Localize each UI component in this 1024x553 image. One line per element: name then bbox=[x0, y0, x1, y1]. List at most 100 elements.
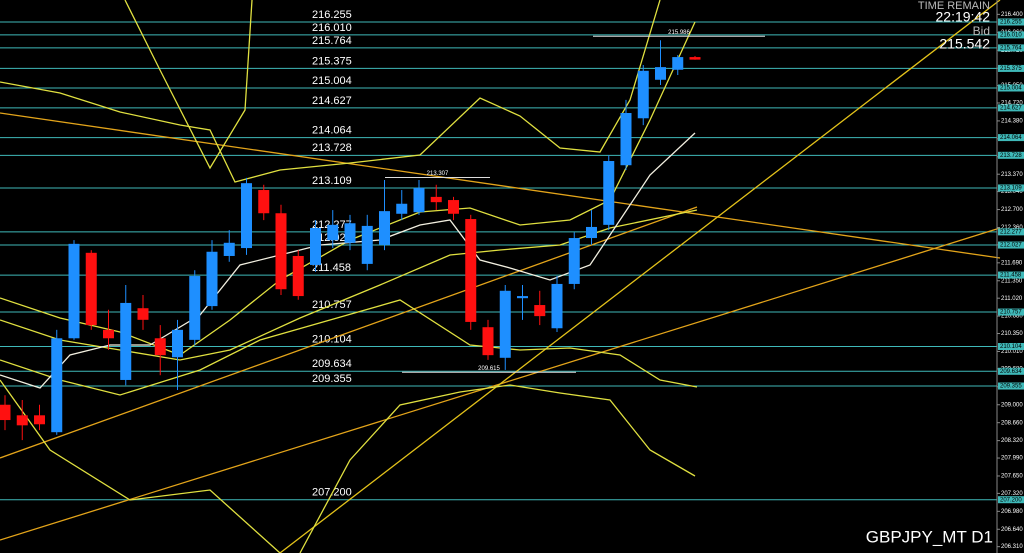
trend-line bbox=[279, 0, 1001, 553]
level-tag-label: 216.010 bbox=[1000, 33, 1022, 39]
level-tag bbox=[998, 64, 1024, 72]
y-tick-label: 207.650 bbox=[1001, 474, 1023, 480]
candle-body bbox=[430, 196, 442, 203]
level-tag-label: 212.027 bbox=[1000, 243, 1022, 249]
candle-body bbox=[672, 57, 684, 70]
y-tick-label: 210.010 bbox=[1001, 349, 1023, 355]
y-tick-label: 212.700 bbox=[1001, 207, 1023, 213]
level-label: 209.355 bbox=[312, 373, 352, 385]
level-tag-label: 214.627 bbox=[1000, 105, 1022, 111]
level-tag-label: 212.277 bbox=[1000, 229, 1022, 235]
y-tick-label: 214.380 bbox=[1001, 118, 1023, 124]
band bbox=[0, 379, 281, 553]
candle-body bbox=[603, 161, 615, 225]
candle-body bbox=[344, 223, 356, 243]
y-tick-label: 211.350 bbox=[1001, 278, 1023, 284]
chart-title: GBPJPY_MT D1 bbox=[866, 527, 993, 546]
candle-body bbox=[172, 329, 183, 358]
trend-line bbox=[0, 112, 1001, 259]
candle-body bbox=[655, 67, 666, 80]
candle-body bbox=[586, 226, 597, 239]
level-tag bbox=[998, 382, 1024, 390]
y-tick-label: 208.320 bbox=[1001, 438, 1023, 444]
candle-body bbox=[361, 225, 373, 264]
level-label: 211.458 bbox=[312, 262, 351, 274]
band bbox=[0, 299, 698, 396]
y-tick-label: 210.350 bbox=[1001, 331, 1023, 337]
y-tick-label: 212.360 bbox=[1001, 225, 1023, 231]
candle-body bbox=[413, 187, 425, 213]
level-label: 213.728 bbox=[312, 142, 352, 154]
y-tick-label: 207.990 bbox=[1001, 456, 1023, 462]
level-tag bbox=[998, 44, 1024, 52]
level-tag bbox=[998, 241, 1024, 249]
candle-body bbox=[0, 404, 11, 421]
candle-body bbox=[206, 251, 218, 307]
candle-body bbox=[448, 200, 459, 214]
level-label: 215.375 bbox=[312, 55, 352, 67]
candle-body bbox=[689, 57, 701, 60]
y-tick-label: 209.000 bbox=[1001, 402, 1023, 408]
level-tag-label: 214.064 bbox=[1000, 135, 1022, 141]
bid-label: Bid bbox=[973, 24, 990, 38]
high-low-label: 215.986 bbox=[668, 30, 690, 36]
candle-body bbox=[34, 415, 45, 425]
candle-body bbox=[551, 283, 563, 329]
candle-body bbox=[517, 296, 528, 299]
candle-body bbox=[137, 308, 149, 320]
level-tag bbox=[998, 84, 1024, 92]
candle-body bbox=[379, 211, 390, 245]
level-tag bbox=[998, 31, 1024, 39]
y-tick-label: 211.020 bbox=[1001, 296, 1023, 302]
candle-body bbox=[103, 329, 114, 339]
band bbox=[0, 209, 698, 361]
level-tag bbox=[998, 343, 1024, 351]
level-tag-label: 209.634 bbox=[1000, 369, 1022, 375]
candle-body bbox=[154, 338, 166, 356]
y-tick-label: 206.640 bbox=[1001, 527, 1023, 533]
y-tick-label: 213.370 bbox=[1001, 172, 1023, 178]
time-remain: 22:19:42 bbox=[936, 9, 991, 25]
candle-body bbox=[310, 228, 321, 265]
candle-body bbox=[241, 183, 252, 249]
level-tag bbox=[998, 104, 1024, 112]
level-tag bbox=[998, 367, 1024, 375]
high-low-marks: 215.986 213.307 209.615 bbox=[385, 30, 765, 373]
y-tick-label: 206.980 bbox=[1001, 509, 1023, 515]
band bbox=[299, 384, 696, 553]
level-label: 213.109 bbox=[312, 175, 352, 187]
bid-value: 215.542 bbox=[939, 36, 990, 52]
candles bbox=[0, 40, 701, 441]
candle-body bbox=[16, 415, 28, 426]
level-tag bbox=[998, 496, 1024, 504]
level-tag bbox=[998, 151, 1024, 159]
level-tag-label: 215.375 bbox=[1000, 66, 1022, 72]
candle-body bbox=[620, 113, 632, 166]
level-label: 212.277 bbox=[312, 219, 352, 231]
y-tick-label: 208.660 bbox=[1001, 420, 1023, 426]
y-tick-label: 210.680 bbox=[1001, 314, 1023, 320]
level-tag bbox=[998, 184, 1024, 192]
level-tag-label: 216.255 bbox=[1000, 20, 1022, 26]
high-low-label: 213.307 bbox=[427, 171, 449, 177]
candle-body bbox=[482, 327, 494, 356]
level-tag-label: 213.109 bbox=[1000, 186, 1022, 192]
level-tag-label: 210.104 bbox=[1000, 344, 1022, 350]
candle-body bbox=[51, 338, 63, 433]
candle-body bbox=[292, 255, 304, 297]
y-tick-label: 206.310 bbox=[1001, 544, 1023, 550]
candle-body bbox=[189, 276, 201, 340]
time-remain-label: TIME REMAIN bbox=[918, 0, 990, 12]
candle-body bbox=[534, 305, 546, 317]
candle-body bbox=[465, 219, 477, 322]
price-axis: 216.400216.060215.720215.380215.050214.7… bbox=[997, 12, 1024, 550]
level-tag-label: 215.764 bbox=[1000, 45, 1022, 51]
band bbox=[0, 0, 661, 183]
y-tick-label: 214.720 bbox=[1001, 101, 1023, 107]
level-tag-label: 210.757 bbox=[1000, 310, 1022, 316]
level-tag bbox=[998, 271, 1024, 279]
candle-body bbox=[258, 190, 270, 214]
y-tick-label: 207.320 bbox=[1001, 491, 1023, 497]
